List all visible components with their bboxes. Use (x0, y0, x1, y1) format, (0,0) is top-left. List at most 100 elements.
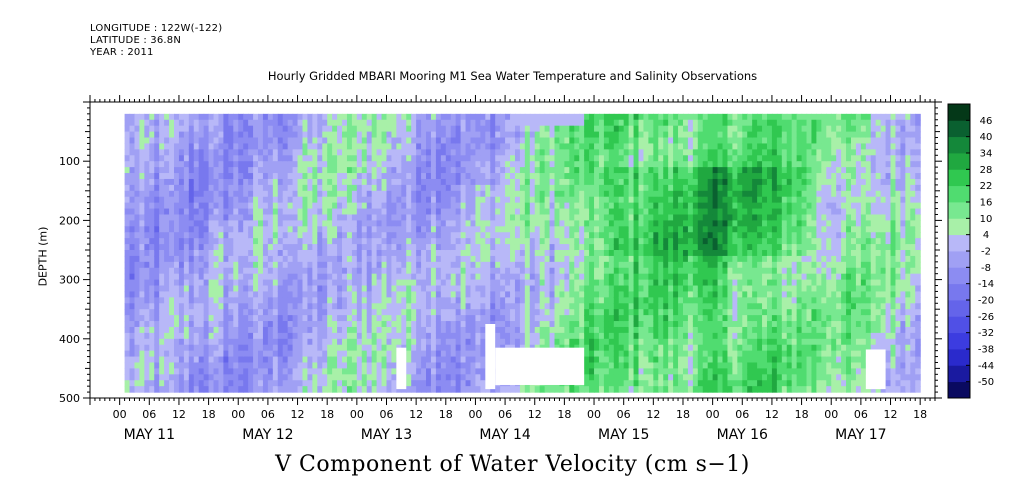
heatmap-cell (327, 244, 333, 251)
heatmap-cell (401, 184, 407, 192)
heatmap-cell (134, 119, 141, 127)
heatmap-cell (569, 131, 575, 139)
heatmap-cell (159, 273, 165, 281)
heatmap-cell (411, 309, 417, 316)
heatmap-cell (505, 273, 511, 281)
heatmap-cell (188, 380, 195, 387)
heatmap-cell (253, 303, 259, 310)
heatmap-cell (203, 356, 210, 364)
heatmap-cell (366, 344, 373, 352)
heatmap-cell (426, 350, 432, 358)
heatmap-cell (287, 202, 294, 210)
heatmap-cell (475, 279, 481, 287)
heatmap-cell (559, 226, 565, 233)
heatmap-cell (450, 344, 457, 352)
heatmap-cell (475, 220, 481, 227)
heatmap-cell (406, 332, 412, 340)
heatmap-cell (169, 309, 175, 316)
heatmap-cell (623, 309, 630, 316)
heatmap-cell (554, 332, 561, 340)
heatmap-cell (129, 255, 136, 263)
heatmap-cell (574, 125, 580, 133)
heatmap-cell (524, 214, 531, 221)
heatmap-cell (124, 273, 131, 281)
heatmap-cell (272, 315, 279, 322)
heatmap-cell (416, 131, 422, 139)
heatmap-cell (366, 297, 373, 304)
heatmap-cell (618, 267, 625, 275)
heatmap-cell (421, 267, 427, 275)
heatmap-cell (514, 131, 521, 139)
heatmap-cell (292, 214, 299, 221)
heatmap-cell (554, 184, 561, 192)
heatmap-cell (455, 285, 462, 293)
heatmap-cell (203, 226, 210, 233)
heatmap-cell (342, 125, 348, 133)
heatmap-cell (529, 238, 536, 245)
heatmap-cell (307, 178, 313, 186)
heatmap-cell (598, 202, 605, 210)
heatmap-cell (623, 386, 630, 393)
heatmap-cell (485, 273, 491, 281)
heatmap-cell (272, 374, 279, 381)
heatmap-cell (129, 214, 136, 221)
heatmap-cell (203, 167, 210, 174)
heatmap-cell (510, 184, 516, 192)
heatmap-cell (356, 137, 363, 145)
heatmap-cell (292, 315, 299, 322)
heatmap-cell (154, 326, 160, 334)
heatmap-cell (174, 143, 180, 150)
heatmap-cell (277, 173, 284, 180)
heatmap-cell (356, 113, 363, 121)
heatmap-cell (248, 356, 254, 364)
heatmap-cell (144, 208, 150, 216)
heatmap-cell (430, 332, 437, 340)
heatmap-cell (233, 149, 239, 156)
heatmap-cell (361, 202, 368, 210)
heatmap-cell (416, 155, 422, 162)
heatmap-cell (574, 244, 580, 251)
heatmap-cell (253, 125, 259, 133)
heatmap-cell (534, 386, 541, 393)
heatmap-cell (371, 167, 378, 174)
heatmap-cell (386, 250, 393, 257)
heatmap-cell (327, 326, 333, 334)
heatmap-cell (188, 356, 195, 364)
heatmap-cell (178, 356, 185, 364)
heatmap-cell (603, 303, 610, 310)
heatmap-cell (514, 226, 521, 233)
heatmap-cell (524, 161, 531, 168)
heatmap-cell (183, 374, 190, 381)
heatmap-cell (193, 261, 200, 269)
heatmap-cell (183, 380, 190, 387)
heatmap-cell (401, 131, 407, 139)
heatmap-cell (307, 303, 313, 310)
heatmap-cell (480, 291, 486, 298)
heatmap-cell (564, 273, 570, 281)
heatmap-cell (124, 279, 131, 287)
heatmap-cell (312, 374, 318, 381)
heatmap-cell (598, 255, 605, 263)
heatmap-cell (174, 119, 180, 127)
heatmap-cell (149, 368, 155, 375)
heatmap-cell (218, 380, 225, 387)
heatmap-cell (376, 338, 383, 346)
heatmap-cell (435, 380, 442, 387)
heatmap-cell (623, 291, 630, 298)
heatmap-cell (564, 178, 570, 186)
heatmap-cell (178, 125, 185, 133)
heatmap-cell (267, 380, 274, 387)
heatmap-cell (346, 350, 353, 358)
heatmap-cell (510, 238, 516, 245)
heatmap-cell (549, 113, 556, 121)
heatmap-cell (351, 321, 358, 328)
heatmap-cell (475, 261, 481, 269)
heatmap-cell (633, 202, 640, 210)
heatmap-cell (421, 125, 427, 133)
heatmap-cell (203, 244, 210, 251)
heatmap-cell (544, 267, 551, 275)
heatmap-cell (638, 326, 645, 334)
heatmap-cell (361, 155, 368, 162)
heatmap-cell (218, 267, 225, 275)
heatmap-cell (213, 196, 220, 204)
